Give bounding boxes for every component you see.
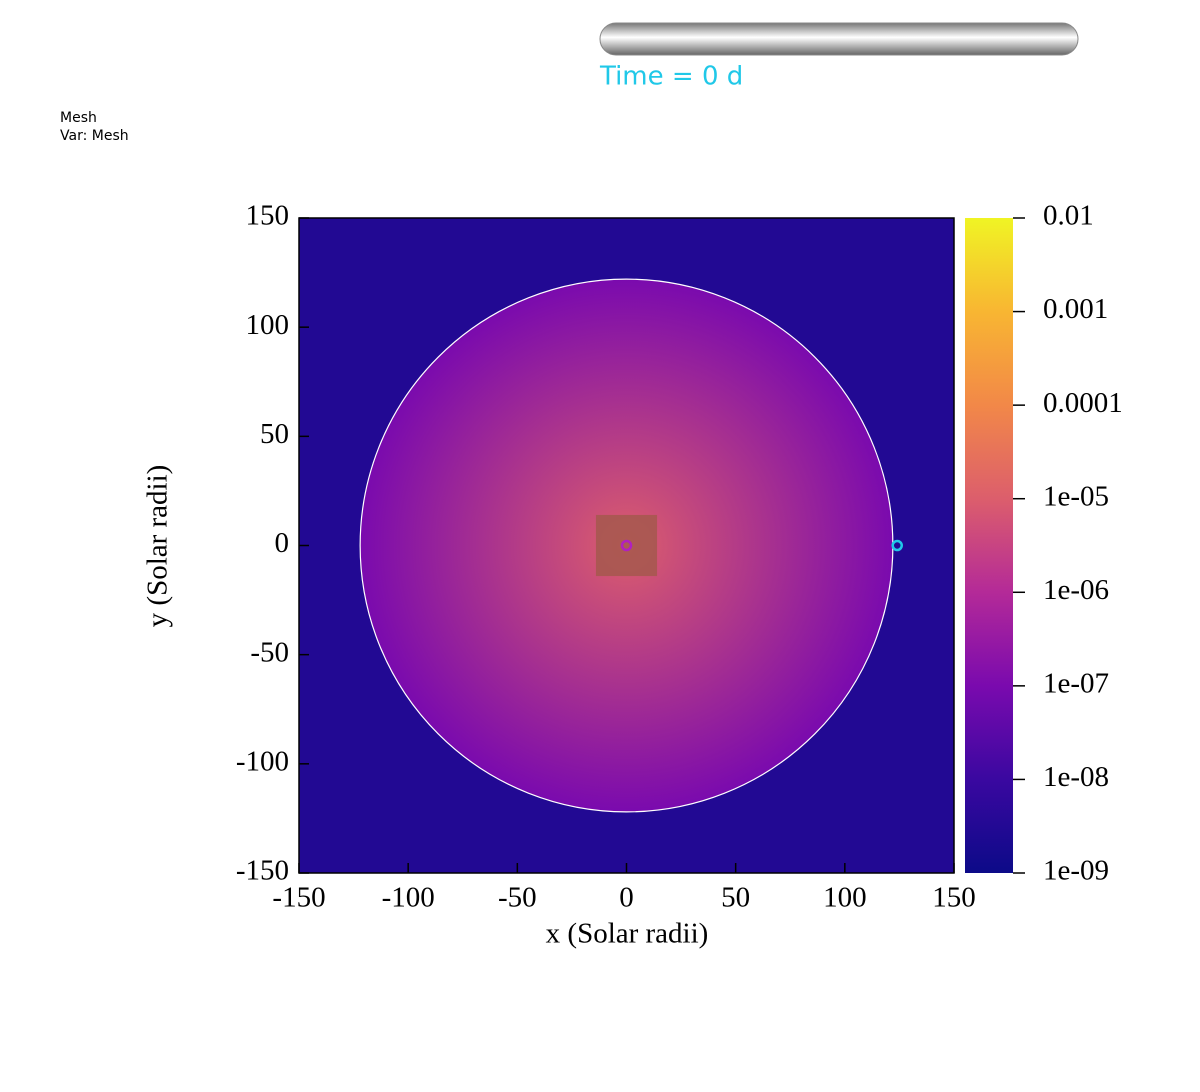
x-tick-label: 150 bbox=[932, 882, 976, 914]
x-tick-label: 0 bbox=[619, 882, 634, 914]
point-marker bbox=[891, 539, 903, 552]
x-axis-label: x (Solar radii) bbox=[546, 918, 709, 950]
colorbar-tick-label: 1e-07 bbox=[1043, 668, 1109, 700]
point-marker bbox=[620, 539, 633, 552]
colorbar-tick-label: 0.001 bbox=[1043, 293, 1108, 325]
x-tick-label: -150 bbox=[272, 882, 325, 914]
plot-name: Mesh bbox=[60, 110, 97, 126]
colorbar-tick-label: 0.0001 bbox=[1043, 387, 1123, 419]
colorbar bbox=[965, 218, 1013, 873]
y-tick-label: -100 bbox=[236, 745, 289, 777]
colorbar-tick-label: 1e-09 bbox=[1043, 855, 1109, 887]
y-tick-label: -150 bbox=[236, 855, 289, 887]
colorbar-tick-label: 1e-06 bbox=[1043, 574, 1109, 606]
y-tick-label: -50 bbox=[250, 636, 289, 668]
colorbar-tick-label: 0.01 bbox=[1043, 200, 1094, 232]
refined-box bbox=[595, 514, 658, 577]
time-slider bbox=[599, 22, 1079, 56]
y-axis-label: y (Solar radii) bbox=[142, 465, 174, 628]
y-tick-label: 100 bbox=[246, 309, 290, 341]
y-tick-label: 50 bbox=[260, 418, 289, 450]
colorbar-tick-label: 1e-05 bbox=[1043, 480, 1109, 512]
y-tick-label: 0 bbox=[275, 527, 290, 559]
x-tick-label: -100 bbox=[382, 882, 435, 914]
var-name: Var: Mesh bbox=[60, 128, 129, 144]
time-label: Time = 0 d bbox=[599, 62, 743, 92]
y-tick-label: 150 bbox=[246, 200, 290, 232]
x-tick-label: 100 bbox=[823, 882, 867, 914]
x-tick-label: -50 bbox=[498, 882, 537, 914]
x-tick-label: 50 bbox=[721, 882, 750, 914]
colorbar-tick-label: 1e-08 bbox=[1043, 761, 1109, 793]
